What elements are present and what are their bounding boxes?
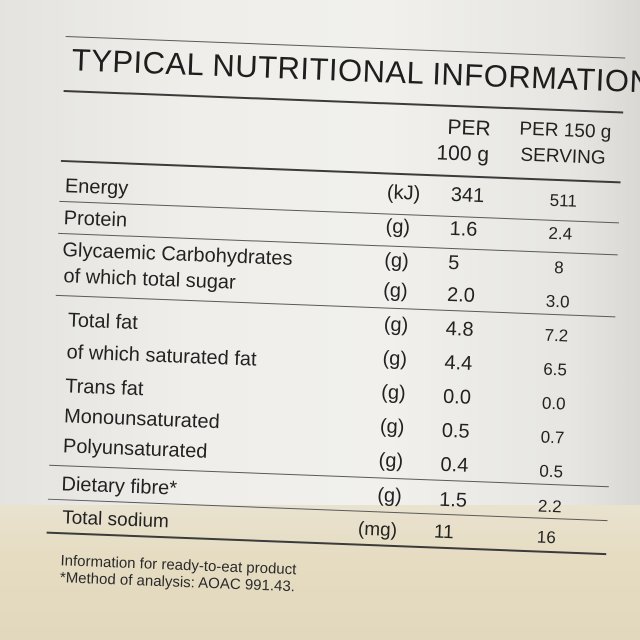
row-unit-saturated-fat: (g)	[382, 347, 408, 371]
row-name-total-sugar: of which total sugar	[63, 265, 237, 294]
row-name-monounsaturated: Monounsaturated	[63, 405, 221, 434]
row-serving-total-fat: 7.2	[544, 325, 569, 346]
row-per100-total-fat: 4.8	[445, 317, 474, 341]
row-name-trans-fat: Trans fat	[64, 375, 144, 401]
row-name-dietary-fibre: Dietary fibre*	[61, 473, 178, 500]
row-name-total-sodium: Total sodium	[61, 507, 170, 533]
row-serving-energy: 511	[549, 190, 578, 211]
row-unit-dietary-fibre: (g)	[376, 484, 403, 508]
row-serving-dietary-fibre: 2.2	[537, 496, 563, 517]
row-name-polyunsaturated: Polyunsaturated	[62, 435, 208, 463]
row-serving-polyunsaturated: 0.5	[538, 461, 564, 482]
row-per100-energy: 341	[450, 183, 485, 208]
row-per100-total-sugar: 2.0	[446, 283, 476, 307]
row-divider	[59, 200, 619, 224]
row-unit-total-sugar: (g)	[382, 279, 409, 303]
row-name-saturated-fat: of which saturated fat	[66, 341, 257, 371]
row-per100-monounsaturated: 0.5	[441, 419, 471, 443]
row-name-total-fat: Total fat	[67, 309, 139, 334]
row-serving-protein: 2.4	[548, 223, 573, 244]
row-serving-saturated-fat: 6.5	[542, 359, 568, 380]
row-serving-monounsaturated: 0.7	[540, 427, 565, 448]
row-per100-trans-fat: 0.0	[442, 385, 472, 409]
row-serving-total-sugar: 3.0	[545, 291, 570, 312]
row-per100-carbohydrates: 5	[447, 251, 460, 275]
row-per100-total-sodium: 11	[433, 521, 455, 544]
per100-header-line1: PER	[447, 115, 492, 141]
serving-header-line2: SERVING	[520, 144, 607, 169]
row-per100-polyunsaturated: 0.4	[440, 453, 469, 477]
row-unit-total-sodium: (mg)	[357, 518, 398, 542]
row-per100-protein: 1.6	[449, 217, 478, 241]
row-unit-monounsaturated: (g)	[379, 415, 405, 439]
row-per100-saturated-fat: 4.4	[444, 351, 473, 375]
row-unit-polyunsaturated: (g)	[378, 449, 404, 473]
row-unit-trans-fat: (g)	[380, 381, 407, 405]
serving-header-line1: PER 150 g	[519, 118, 612, 144]
bottom-rule	[46, 531, 607, 556]
per100-header-line2: 100 g	[436, 141, 490, 167]
row-unit-carbohydrates: (g)	[383, 249, 410, 273]
row-serving-carbohydrates: 8	[553, 257, 565, 278]
package-beige-band	[0, 505, 640, 640]
row-unit-energy: (kJ)	[386, 181, 421, 205]
row-name-carbohydrates: Glycaemic Carbohydrates	[62, 239, 293, 270]
row-name-protein: Protein	[63, 207, 128, 232]
row-unit-protein: (g)	[385, 215, 411, 239]
row-name-energy: Energy	[64, 175, 129, 200]
label-title: TYPICAL NUTRITIONAL INFORMATION	[71, 42, 640, 100]
row-serving-total-sodium: 16	[536, 527, 557, 548]
row-serving-trans-fat: 0.0	[541, 393, 566, 414]
row-divider	[55, 294, 616, 318]
row-unit-total-fat: (g)	[383, 313, 409, 337]
row-per100-dietary-fibre: 1.5	[438, 488, 468, 512]
